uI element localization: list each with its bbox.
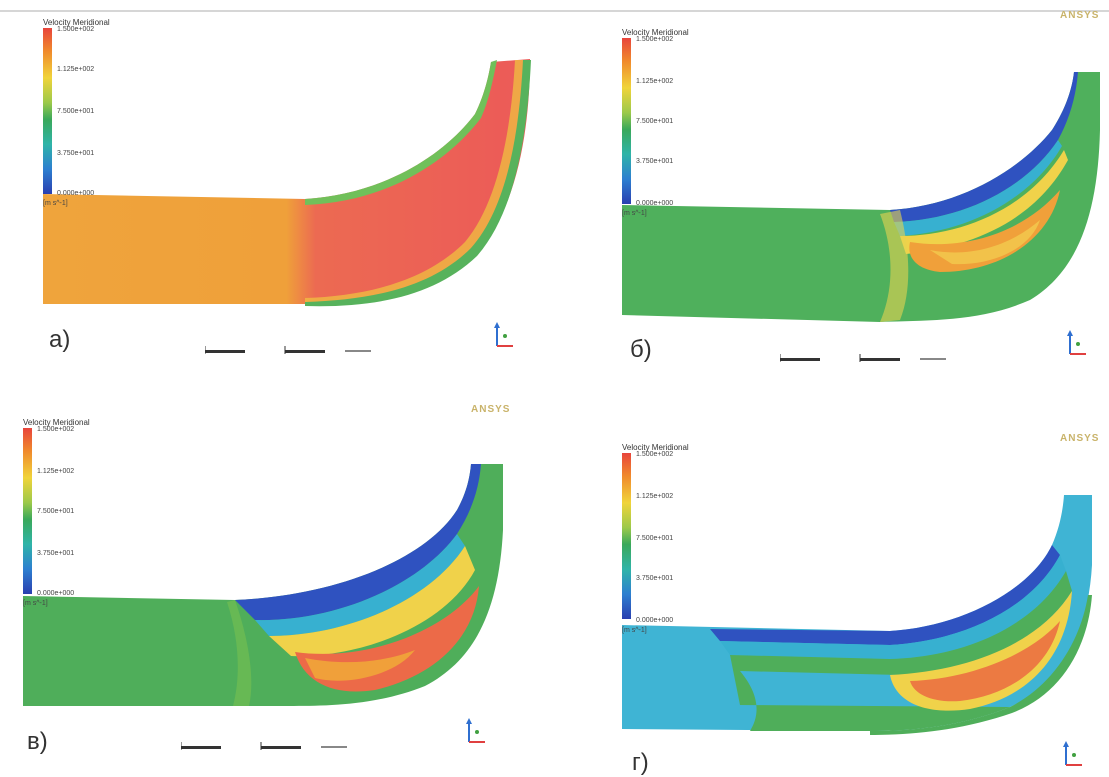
top-border-line <box>0 10 1109 12</box>
panel-label: а) <box>49 326 71 353</box>
legend-color-bar <box>23 428 32 594</box>
legend-color-bar <box>622 38 631 204</box>
axis-triad-icon <box>494 322 513 347</box>
contour-panel-c: Velocity Meridional 1.500e+002 1.125e+00… <box>5 400 545 770</box>
ansys-logo: ANSYS <box>1060 433 1100 444</box>
contour-panel-a: Velocity Meridional 1.500e+002 1.125e+00… <box>5 14 545 384</box>
legend-tick-label: 1.500e+002 <box>636 451 674 458</box>
legend-tick-label: 1.125e+002 <box>636 78 674 85</box>
legend-unit: [m s^-1] <box>23 600 48 607</box>
velocity-contour-plot <box>622 72 1100 322</box>
legend-tick-label: 1.125e+002 <box>57 66 95 73</box>
legend-color-bar <box>43 28 52 194</box>
legend-tick-label: 1.500e+002 <box>636 36 674 43</box>
panel-label: б) <box>630 336 652 363</box>
legend-tick-label: 0.000e+000 <box>37 590 75 597</box>
legend-tick-label: 1.500e+002 <box>37 426 75 433</box>
legend-tick-label: 7.500e+001 <box>636 118 674 125</box>
legend-title: Velocity Meridional <box>43 18 110 27</box>
axis-triad-icon <box>1063 741 1082 766</box>
legend-tick-label: 7.500e+001 <box>57 108 95 115</box>
legend-color-bar <box>622 453 631 619</box>
velocity-contour-plot <box>622 495 1092 735</box>
legend-tick-label: 3.750e+001 <box>57 150 95 157</box>
velocity-contour-plot <box>23 464 503 706</box>
legend-tick-label: 0.000e+000 <box>636 617 674 624</box>
scale-bar <box>205 346 371 354</box>
legend-unit: [m s^-1] <box>622 627 647 634</box>
ansys-logo: ANSYS <box>1060 10 1100 21</box>
legend-title: Velocity Meridional <box>622 28 689 37</box>
legend-tick-label: 0.000e+000 <box>636 200 674 207</box>
legend-tick-label: 3.750e+001 <box>636 158 674 165</box>
legend-unit: [m s^-1] <box>43 200 68 207</box>
legend-tick-label: 7.500e+001 <box>37 508 75 515</box>
legend-tick-label: 1.125e+002 <box>37 468 75 475</box>
panel-label: г) <box>632 749 649 776</box>
ansys-logo: ANSYS <box>471 404 511 415</box>
contour-panel-d: Velocity Meridional 1.500e+002 1.125e+00… <box>560 405 1100 776</box>
legend-tick-label: 1.500e+002 <box>57 26 95 33</box>
axis-triad-icon <box>466 718 485 743</box>
axis-triad-icon <box>1067 330 1086 355</box>
scale-bar <box>181 742 347 750</box>
legend-tick-label: 1.125e+002 <box>636 493 674 500</box>
legend-tick-label: 7.500e+001 <box>636 535 674 542</box>
legend-title: Velocity Meridional <box>622 443 689 452</box>
contour-panel-b: Velocity Meridional 1.500e+002 1.125e+00… <box>560 10 1100 380</box>
legend-tick-label: 0.000e+000 <box>57 190 95 197</box>
legend-title: Velocity Meridional <box>23 418 90 427</box>
legend-unit: [m s^-1] <box>622 210 647 217</box>
scale-bar <box>780 354 946 362</box>
legend-tick-label: 3.750e+001 <box>636 575 674 582</box>
panel-label: в) <box>27 728 48 755</box>
velocity-contour-plot <box>43 59 531 307</box>
legend-tick-label: 3.750e+001 <box>37 550 75 557</box>
